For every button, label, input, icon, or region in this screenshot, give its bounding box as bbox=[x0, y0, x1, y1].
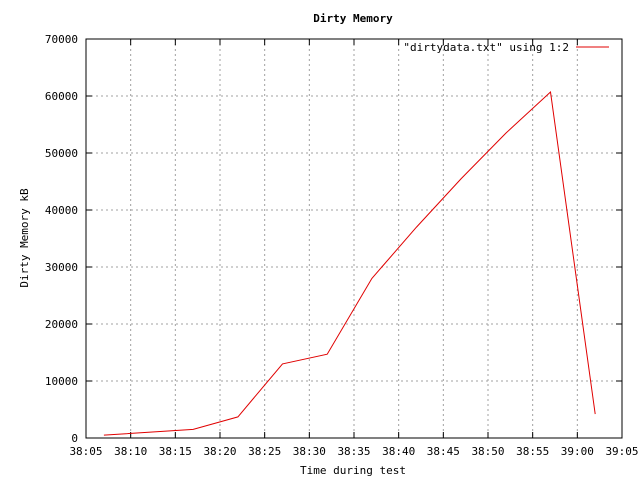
x-tick-label: 39:05 bbox=[605, 445, 638, 458]
legend: "dirtydata.txt" using 1:2 bbox=[403, 41, 609, 54]
y-tick-label: 20000 bbox=[45, 318, 78, 331]
x-tick-label: 39:00 bbox=[561, 445, 594, 458]
grid bbox=[86, 39, 622, 438]
chart-title: Dirty Memory bbox=[313, 12, 393, 25]
x-tick-label: 38:20 bbox=[203, 445, 236, 458]
series-group bbox=[103, 90, 596, 436]
x-tick-label: 38:35 bbox=[337, 445, 370, 458]
x-axis-label: Time during test bbox=[300, 464, 406, 477]
plot-frame bbox=[85, 38, 623, 439]
x-tick-label: 38:30 bbox=[293, 445, 326, 458]
x-tick-label: 38:40 bbox=[382, 445, 415, 458]
y-tick-label: 70000 bbox=[45, 33, 78, 46]
series-line bbox=[103, 90, 596, 436]
axis-ticks bbox=[85, 38, 623, 439]
x-tick-label: 38:10 bbox=[114, 445, 147, 458]
x-tick-label: 38:05 bbox=[69, 445, 102, 458]
x-tick-label: 38:55 bbox=[516, 445, 549, 458]
legend-label: "dirtydata.txt" using 1:2 bbox=[403, 41, 569, 54]
y-tick-label: 30000 bbox=[45, 261, 78, 274]
y-tick-label: 0 bbox=[71, 432, 78, 445]
y-tick-labels: 0 10000 20000 30000 40000 50000 60000 70000 bbox=[45, 33, 78, 445]
x-tick-labels: 38:05 38:10 38:15 38:20 38:25 38:30 38:35 38:40… bbox=[69, 445, 638, 458]
y-tick-label: 60000 bbox=[45, 90, 78, 103]
y-axis-label: Dirty Memory kB bbox=[18, 188, 31, 288]
x-tick-label: 38:15 bbox=[159, 445, 192, 458]
y-tick-label: 10000 bbox=[45, 375, 78, 388]
x-tick-label: 38:25 bbox=[248, 445, 281, 458]
x-tick-label: 38:50 bbox=[471, 445, 504, 458]
x-tick-label: 38:45 bbox=[427, 445, 460, 458]
y-tick-label: 40000 bbox=[45, 204, 78, 217]
y-tick-label: 50000 bbox=[45, 147, 78, 160]
